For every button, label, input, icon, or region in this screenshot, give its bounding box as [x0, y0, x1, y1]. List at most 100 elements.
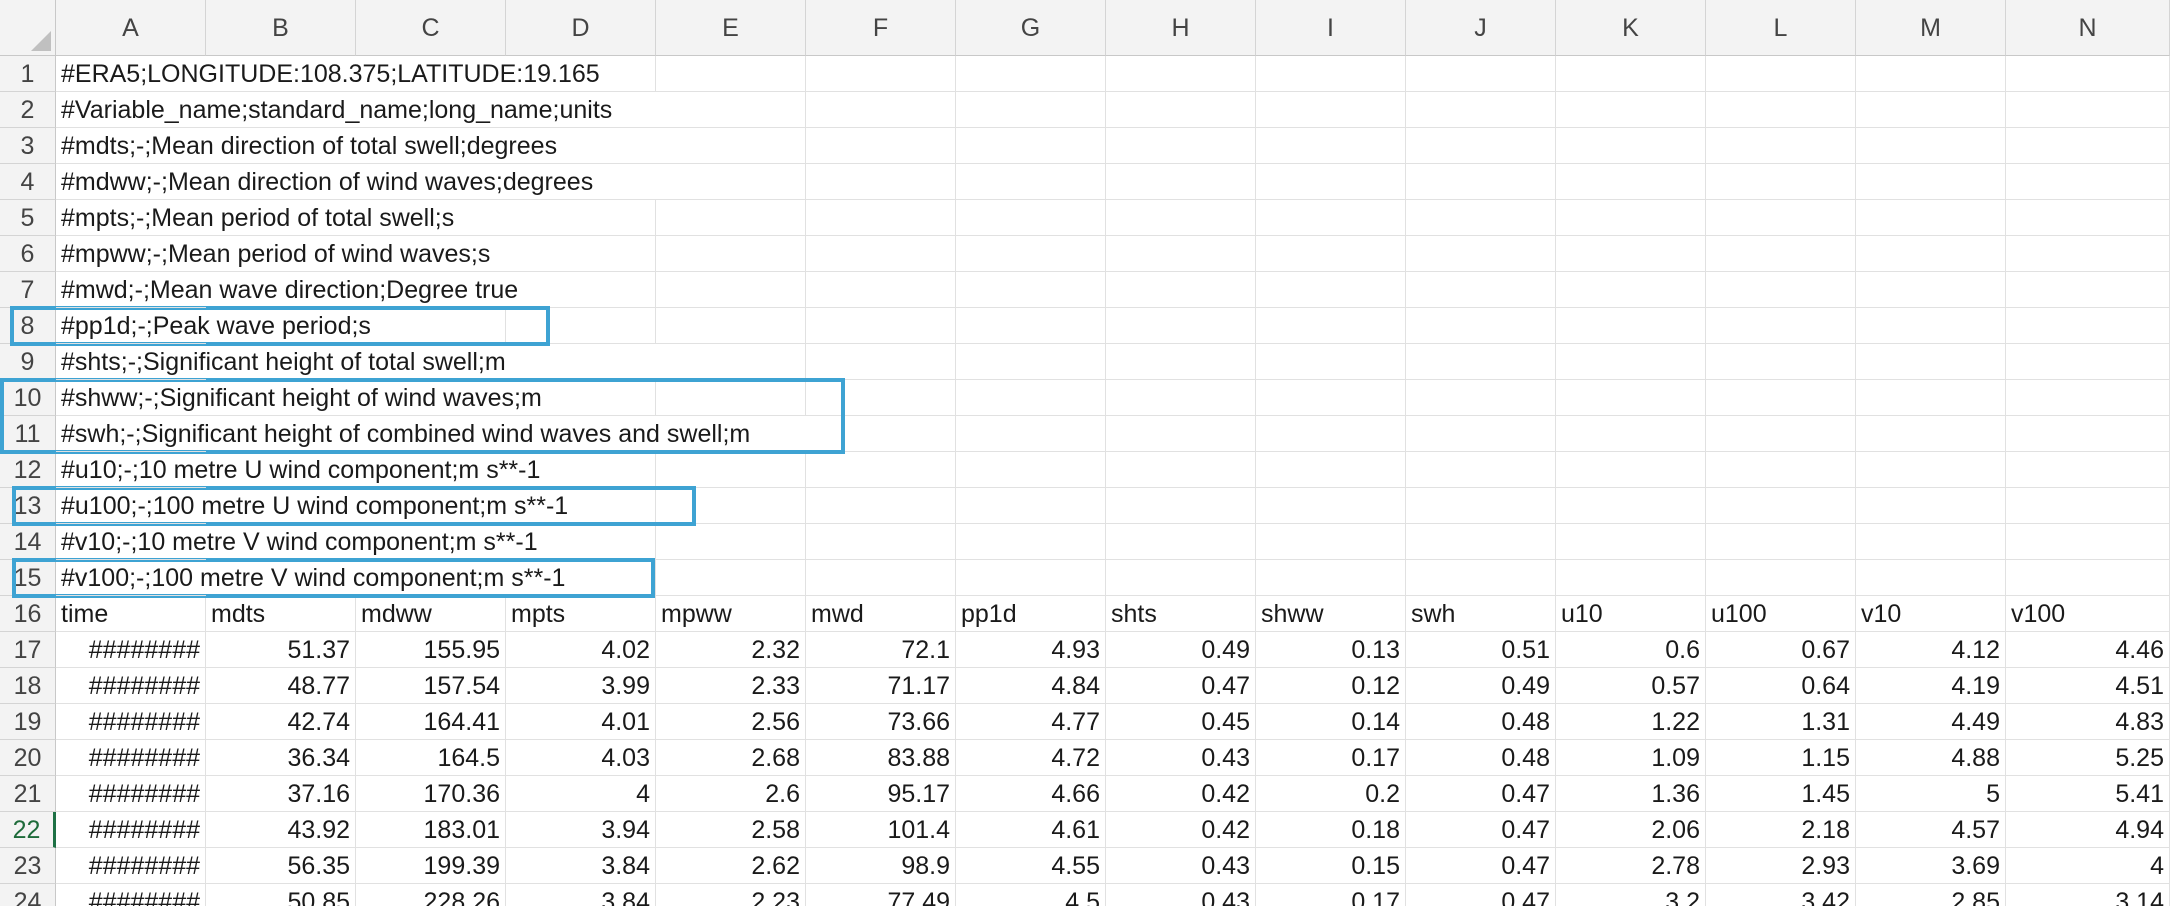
- empty-cell[interactable]: [356, 380, 506, 416]
- data-cell[interactable]: 5.25: [2006, 740, 2170, 776]
- empty-cell[interactable]: [956, 416, 1106, 452]
- empty-cell[interactable]: [2006, 128, 2170, 164]
- time-cell[interactable]: ########: [56, 848, 206, 884]
- data-cell[interactable]: 4: [2006, 848, 2170, 884]
- data-cell[interactable]: 0.48: [1406, 740, 1556, 776]
- data-cell[interactable]: 3.84: [506, 884, 656, 906]
- empty-cell[interactable]: [806, 272, 956, 308]
- empty-cell[interactable]: [1556, 164, 1706, 200]
- data-cell[interactable]: 2.85: [1856, 884, 2006, 906]
- data-cell[interactable]: 4.19: [1856, 668, 2006, 704]
- empty-cell[interactable]: [506, 128, 656, 164]
- metadata-text-cell[interactable]: #pp1d;-;Peak wave period;s: [56, 308, 371, 344]
- empty-cell[interactable]: [1256, 560, 1406, 596]
- empty-cell[interactable]: [656, 560, 806, 596]
- data-cell[interactable]: 155.95: [356, 632, 506, 668]
- data-cell[interactable]: 1.22: [1556, 704, 1706, 740]
- select-all-corner[interactable]: [0, 0, 56, 56]
- empty-cell[interactable]: [1706, 416, 1856, 452]
- row-header-2[interactable]: 2: [0, 92, 56, 128]
- column-header-c[interactable]: C: [356, 0, 506, 56]
- empty-cell[interactable]: [206, 128, 356, 164]
- data-cell[interactable]: 4.66: [956, 776, 1106, 812]
- empty-cell[interactable]: [1106, 416, 1256, 452]
- data-cell[interactable]: 4.77: [956, 704, 1106, 740]
- empty-cell[interactable]: [1406, 200, 1556, 236]
- empty-cell[interactable]: [1256, 344, 1406, 380]
- header-cell-v100[interactable]: v100: [2006, 596, 2170, 632]
- empty-cell[interactable]: [1406, 452, 1556, 488]
- empty-cell[interactable]: [1856, 380, 2006, 416]
- empty-cell[interactable]: [1706, 524, 1856, 560]
- header-cell-u10[interactable]: u10: [1556, 596, 1706, 632]
- empty-cell[interactable]: [1856, 416, 2006, 452]
- empty-cell[interactable]: [806, 92, 956, 128]
- empty-cell[interactable]: [1706, 92, 1856, 128]
- empty-cell[interactable]: [2006, 560, 2170, 596]
- empty-cell[interactable]: [1256, 524, 1406, 560]
- data-cell[interactable]: 2.33: [656, 668, 806, 704]
- empty-cell[interactable]: [1406, 236, 1556, 272]
- empty-cell[interactable]: [656, 56, 806, 92]
- empty-cell[interactable]: [506, 380, 656, 416]
- metadata-text-cell[interactable]: #u100;-;100 metre U wind component;m s**…: [56, 488, 568, 524]
- data-cell[interactable]: 1.36: [1556, 776, 1706, 812]
- empty-cell[interactable]: [956, 92, 1106, 128]
- row-header-24[interactable]: 24: [0, 884, 56, 906]
- data-cell[interactable]: 73.66: [806, 704, 956, 740]
- data-cell[interactable]: 3.2: [1556, 884, 1706, 906]
- empty-cell[interactable]: [956, 56, 1106, 92]
- empty-cell[interactable]: [956, 272, 1106, 308]
- empty-cell[interactable]: [356, 92, 506, 128]
- row-header-13[interactable]: 13: [0, 488, 56, 524]
- row-header-23[interactable]: 23: [0, 848, 56, 884]
- row-header-14[interactable]: 14: [0, 524, 56, 560]
- empty-cell[interactable]: [806, 524, 956, 560]
- data-cell[interactable]: 0.17: [1256, 740, 1406, 776]
- row-header-3[interactable]: 3: [0, 128, 56, 164]
- empty-cell[interactable]: [1706, 380, 1856, 416]
- empty-cell[interactable]: [1856, 236, 2006, 272]
- data-cell[interactable]: 3.84: [506, 848, 656, 884]
- empty-cell[interactable]: [506, 272, 656, 308]
- data-cell[interactable]: 2.56: [656, 704, 806, 740]
- column-header-h[interactable]: H: [1106, 0, 1256, 56]
- column-header-j[interactable]: J: [1406, 0, 1556, 56]
- data-cell[interactable]: 0.12: [1256, 668, 1406, 704]
- empty-cell[interactable]: [506, 56, 656, 92]
- empty-cell[interactable]: [2006, 524, 2170, 560]
- data-cell[interactable]: 2.23: [656, 884, 806, 906]
- data-cell[interactable]: 0.57: [1556, 668, 1706, 704]
- empty-cell[interactable]: [1556, 56, 1706, 92]
- empty-cell[interactable]: [1106, 308, 1256, 344]
- empty-cell[interactable]: [656, 200, 806, 236]
- empty-cell[interactable]: [356, 128, 506, 164]
- empty-cell[interactable]: [356, 236, 506, 272]
- data-cell[interactable]: 4.51: [2006, 668, 2170, 704]
- data-cell[interactable]: 0.14: [1256, 704, 1406, 740]
- empty-cell[interactable]: [1106, 128, 1256, 164]
- data-cell[interactable]: 2.93: [1706, 848, 1856, 884]
- empty-cell[interactable]: [806, 200, 956, 236]
- data-cell[interactable]: 0.49: [1406, 668, 1556, 704]
- empty-cell[interactable]: [1406, 164, 1556, 200]
- empty-cell[interactable]: [1106, 488, 1256, 524]
- empty-cell[interactable]: [1256, 164, 1406, 200]
- empty-cell[interactable]: [656, 128, 806, 164]
- data-cell[interactable]: 4.12: [1856, 632, 2006, 668]
- row-header-12[interactable]: 12: [0, 452, 56, 488]
- empty-cell[interactable]: [1406, 524, 1556, 560]
- data-cell[interactable]: 95.17: [806, 776, 956, 812]
- empty-cell[interactable]: [206, 56, 356, 92]
- empty-cell[interactable]: [1106, 56, 1256, 92]
- empty-cell[interactable]: [1856, 308, 2006, 344]
- empty-cell[interactable]: [1106, 524, 1256, 560]
- empty-cell[interactable]: [1556, 344, 1706, 380]
- empty-cell[interactable]: [956, 560, 1106, 596]
- empty-cell[interactable]: [656, 236, 806, 272]
- data-cell[interactable]: 4.83: [2006, 704, 2170, 740]
- row-header-9[interactable]: 9: [0, 344, 56, 380]
- empty-cell[interactable]: [1256, 308, 1406, 344]
- data-cell[interactable]: 0.48: [1406, 704, 1556, 740]
- data-cell[interactable]: 164.41: [356, 704, 506, 740]
